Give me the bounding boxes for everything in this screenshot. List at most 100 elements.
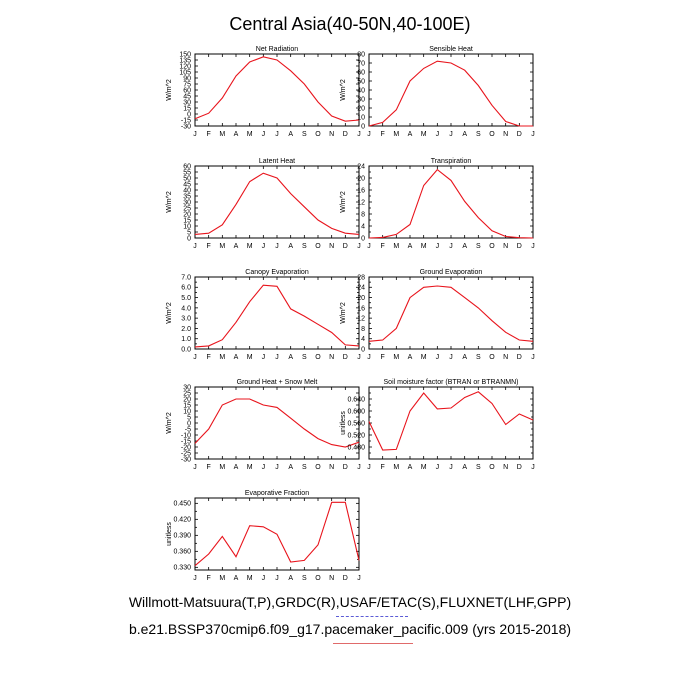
plot-frame bbox=[194, 386, 360, 460]
chart-panel: Canopy Evaporation W/m^2 0.0 1.0 2.0 3.0 4.0 5.… bbox=[166, 269, 361, 361]
x-tick-label: S bbox=[476, 243, 481, 250]
y-tick-label: -20 bbox=[181, 444, 191, 451]
x-tick-label: J bbox=[193, 243, 197, 250]
x-tick-label: J bbox=[262, 243, 266, 250]
x-tick-label: J bbox=[275, 464, 279, 471]
x-tick-label: A bbox=[408, 354, 413, 361]
x-tick-label: N bbox=[329, 575, 334, 582]
y-tick-label: 30 bbox=[183, 199, 191, 206]
y-tick-label: -15 bbox=[181, 438, 191, 445]
x-tick-label: A bbox=[234, 131, 239, 138]
x-tick-label: J bbox=[193, 131, 197, 138]
y-tick-label: 20 bbox=[357, 295, 365, 302]
x-tick-label: A bbox=[234, 575, 239, 582]
x-tick-label: J bbox=[275, 131, 279, 138]
y-tick-label: 28 bbox=[357, 274, 365, 281]
x-tick-label: A bbox=[462, 243, 467, 250]
x-tick-label: J bbox=[531, 243, 535, 250]
y-tick-label: 10 bbox=[183, 223, 191, 230]
y-tick-label: 1.0 bbox=[181, 336, 191, 343]
x-tick-label: J bbox=[262, 131, 266, 138]
y-tick-label: 60 bbox=[183, 163, 191, 170]
y-axis-label: W/m^2 bbox=[166, 302, 173, 324]
y-tick-label: 0 bbox=[361, 123, 365, 130]
y-tick-label: 40 bbox=[357, 87, 365, 94]
panel-title: Ground Heat + Snow Melt bbox=[237, 379, 318, 386]
y-axis-label: W/m^2 bbox=[166, 79, 173, 101]
x-tick-label: A bbox=[288, 131, 293, 138]
page-title: Central Asia(40-50N,40-100E) bbox=[229, 14, 470, 34]
plot-frame bbox=[368, 53, 534, 127]
series-line bbox=[194, 398, 360, 448]
y-tick-label: 20 bbox=[357, 105, 365, 112]
y-tick-label: 4 bbox=[361, 336, 365, 343]
x-tick-label: O bbox=[489, 464, 495, 471]
x-tick-label: A bbox=[288, 243, 293, 250]
x-tick-label: O bbox=[315, 464, 321, 471]
footer-line-case: b.e21.BSSP370cmip6.f09_g17.pacemaker_pac… bbox=[128, 621, 572, 637]
y-tick-label: 20 bbox=[183, 211, 191, 218]
y-tick-label: 8 bbox=[361, 211, 365, 218]
x-tick-label: J bbox=[449, 243, 453, 250]
footer-dashed-rule bbox=[336, 616, 408, 617]
x-tick-label: N bbox=[503, 243, 508, 250]
y-tick-label: 0.480 bbox=[347, 444, 365, 451]
y-tick-label: 4.0 bbox=[181, 305, 191, 312]
x-tick-label: D bbox=[343, 575, 348, 582]
x-tick-label: J bbox=[193, 464, 197, 471]
x-tick-label: D bbox=[343, 243, 348, 250]
y-tick-label: 0 bbox=[187, 111, 191, 118]
x-tick-label: M bbox=[219, 243, 225, 250]
plot-frame bbox=[194, 276, 360, 350]
series-line bbox=[368, 60, 533, 127]
x-tick-label: J bbox=[531, 464, 535, 471]
y-tick-label: 105 bbox=[179, 69, 191, 76]
x-tick-label: J bbox=[449, 464, 453, 471]
y-tick-label: 6.0 bbox=[181, 285, 191, 292]
x-tick-label: J bbox=[262, 464, 266, 471]
x-tick-label: J bbox=[193, 575, 197, 582]
panel-title: Latent Heat bbox=[259, 158, 295, 165]
x-tick-label: N bbox=[329, 131, 334, 138]
x-tick-label: A bbox=[408, 243, 413, 250]
x-tick-label: J bbox=[357, 575, 361, 582]
y-tick-label: 20 bbox=[183, 396, 191, 403]
x-tick-label: N bbox=[329, 243, 334, 250]
y-tick-label: 0 bbox=[361, 235, 365, 242]
x-tick-label: J bbox=[436, 131, 440, 138]
y-tick-label: 80 bbox=[357, 51, 365, 58]
x-tick-label: D bbox=[517, 243, 522, 250]
x-tick-label: S bbox=[302, 354, 307, 361]
chart-panel: Net Radiation W/m^2 -30-150153045607590105… bbox=[166, 46, 361, 138]
x-tick-label: J bbox=[275, 354, 279, 361]
x-tick-label: J bbox=[262, 354, 266, 361]
y-tick-label: 25 bbox=[183, 205, 191, 212]
x-tick-label: O bbox=[315, 243, 321, 250]
panel-title: Transpiration bbox=[431, 158, 472, 165]
x-tick-label: N bbox=[503, 354, 508, 361]
x-tick-label: O bbox=[315, 354, 321, 361]
x-tick-label: F bbox=[207, 354, 211, 361]
x-tick-label: F bbox=[207, 243, 211, 250]
panel-title: Canopy Evaporation bbox=[245, 269, 309, 276]
y-axis-label: W/m^2 bbox=[166, 412, 173, 434]
y-tick-label: 0.390 bbox=[173, 533, 191, 540]
y-tick-label: 150 bbox=[179, 51, 191, 58]
x-tick-label: A bbox=[288, 464, 293, 471]
x-tick-label: F bbox=[381, 243, 385, 250]
x-tick-label: S bbox=[476, 354, 481, 361]
y-tick-label: 12 bbox=[357, 316, 365, 323]
y-tick-label: 10 bbox=[357, 114, 365, 121]
y-tick-label: 0.450 bbox=[173, 501, 191, 508]
y-tick-label: -15 bbox=[181, 117, 191, 124]
y-tick-label: -30 bbox=[181, 456, 191, 463]
x-tick-label: O bbox=[489, 243, 495, 250]
x-tick-label: J bbox=[531, 354, 535, 361]
y-tick-label: 0.520 bbox=[347, 432, 365, 439]
y-tick-label: 70 bbox=[357, 60, 365, 67]
y-tick-label: 40 bbox=[183, 187, 191, 194]
x-tick-label: J bbox=[367, 464, 371, 471]
series-line bbox=[194, 284, 360, 348]
x-tick-label: A bbox=[288, 575, 293, 582]
